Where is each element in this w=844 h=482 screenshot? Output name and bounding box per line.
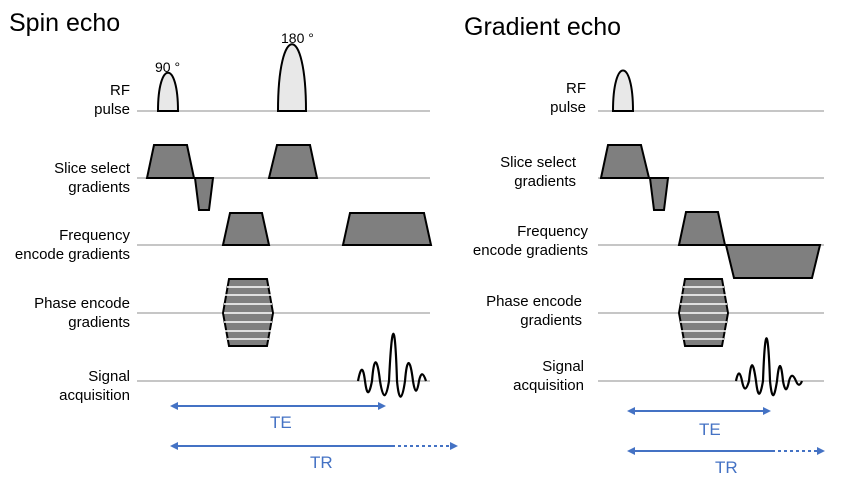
se-frequency-label: Frequency encode gradients [14,227,130,263]
se-slice-label: Slice select gradients [54,160,130,196]
ge-phase-encode-table [677,278,730,347]
se-slice-gradient-excitation [145,144,196,179]
se-slice-rephase-lobe [193,177,215,211]
ge-echo-signal [734,337,804,397]
se-signal-label: Signal acquisition [59,368,130,404]
ge-phase-label: Phase encode gradients [486,293,582,329]
se-echo-signal [356,332,428,398]
gradient-echo-title: Gradient echo [464,13,622,41]
ge-slice-gradient-excitation [599,144,651,179]
spin-echo-title: Spin echo [9,9,121,37]
se-rf-pulse-180 [276,43,308,112]
se-flip-angle-90: 90 ° [155,59,181,75]
ge-frequency-readout-lobe [724,244,822,279]
se-phase-encode-table [221,278,275,347]
ge-rf-pulse [611,69,635,112]
ge-slice-rephase-lobe [648,177,670,211]
ge-signal-label: Signal acquisition [513,358,584,394]
ge-te-label: TE [699,420,721,439]
se-rf-label: RF pulse [94,82,130,118]
ge-tr-label: TR [715,458,738,477]
se-flip-angle-180: 180 ° [281,30,314,46]
se-phase-label: Phase encode gradients [34,295,130,331]
gradient-echo-diagram [598,69,825,455]
ge-rf-label: RF pulse [550,80,586,116]
se-tr-label: TR [310,453,333,472]
se-frequency-readout-lobe [341,212,433,246]
se-te-label: TE [270,413,292,432]
se-slice-gradient-refocus [267,144,319,179]
se-frequency-dephase-lobe [221,212,271,246]
spin-echo-diagram [137,43,458,450]
se-rf-pulse-90 [156,71,180,112]
ge-frequency-dephase-lobe [677,211,727,246]
ge-slice-label: Slice select gradients [500,154,576,190]
ge-frequency-label: Frequency encode gradients [472,223,588,259]
